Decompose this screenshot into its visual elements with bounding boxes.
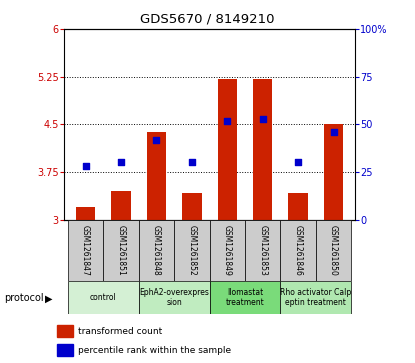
- Bar: [281, 281, 351, 314]
- Text: ▶: ▶: [45, 293, 53, 303]
- Bar: [139, 220, 174, 281]
- Text: GSM1261848: GSM1261848: [152, 225, 161, 276]
- Bar: [146, 132, 166, 220]
- Bar: [281, 220, 316, 281]
- Bar: [57, 325, 73, 337]
- Bar: [217, 78, 237, 220]
- Text: GSM1261847: GSM1261847: [81, 225, 90, 276]
- Text: protocol: protocol: [4, 293, 44, 303]
- Bar: [210, 220, 245, 281]
- Bar: [174, 220, 210, 281]
- Text: transformed count: transformed count: [78, 327, 162, 336]
- Text: GSM1261849: GSM1261849: [223, 225, 232, 276]
- Bar: [210, 281, 281, 314]
- Bar: [139, 281, 210, 314]
- Text: GSM1261846: GSM1261846: [294, 225, 303, 276]
- Point: [82, 163, 89, 169]
- Text: GDS5670 / 8149210: GDS5670 / 8149210: [140, 13, 275, 26]
- Text: control: control: [90, 293, 117, 302]
- Text: GSM1261852: GSM1261852: [187, 225, 196, 276]
- Text: GSM1261853: GSM1261853: [258, 225, 267, 276]
- Text: Ilomastat
treatment: Ilomastat treatment: [226, 288, 264, 307]
- Bar: [245, 220, 281, 281]
- Bar: [103, 220, 139, 281]
- Point: [118, 159, 124, 165]
- Text: percentile rank within the sample: percentile rank within the sample: [78, 346, 231, 355]
- Bar: [68, 220, 103, 281]
- Bar: [324, 124, 343, 220]
- Point: [153, 136, 160, 142]
- Point: [259, 116, 266, 122]
- Bar: [76, 207, 95, 220]
- Bar: [68, 281, 139, 314]
- Text: GSM1261850: GSM1261850: [329, 225, 338, 276]
- Point: [224, 118, 231, 123]
- Point: [330, 129, 337, 135]
- Bar: [111, 191, 131, 220]
- Text: GSM1261851: GSM1261851: [117, 225, 125, 276]
- Bar: [316, 220, 351, 281]
- Point: [295, 159, 301, 165]
- Bar: [253, 78, 273, 220]
- Text: EphA2-overexpres
sion: EphA2-overexpres sion: [139, 288, 209, 307]
- Bar: [288, 193, 308, 220]
- Text: Rho activator Calp
eptin treatment: Rho activator Calp eptin treatment: [280, 288, 352, 307]
- Point: [188, 159, 195, 165]
- Bar: [57, 344, 73, 356]
- Bar: [182, 193, 202, 220]
